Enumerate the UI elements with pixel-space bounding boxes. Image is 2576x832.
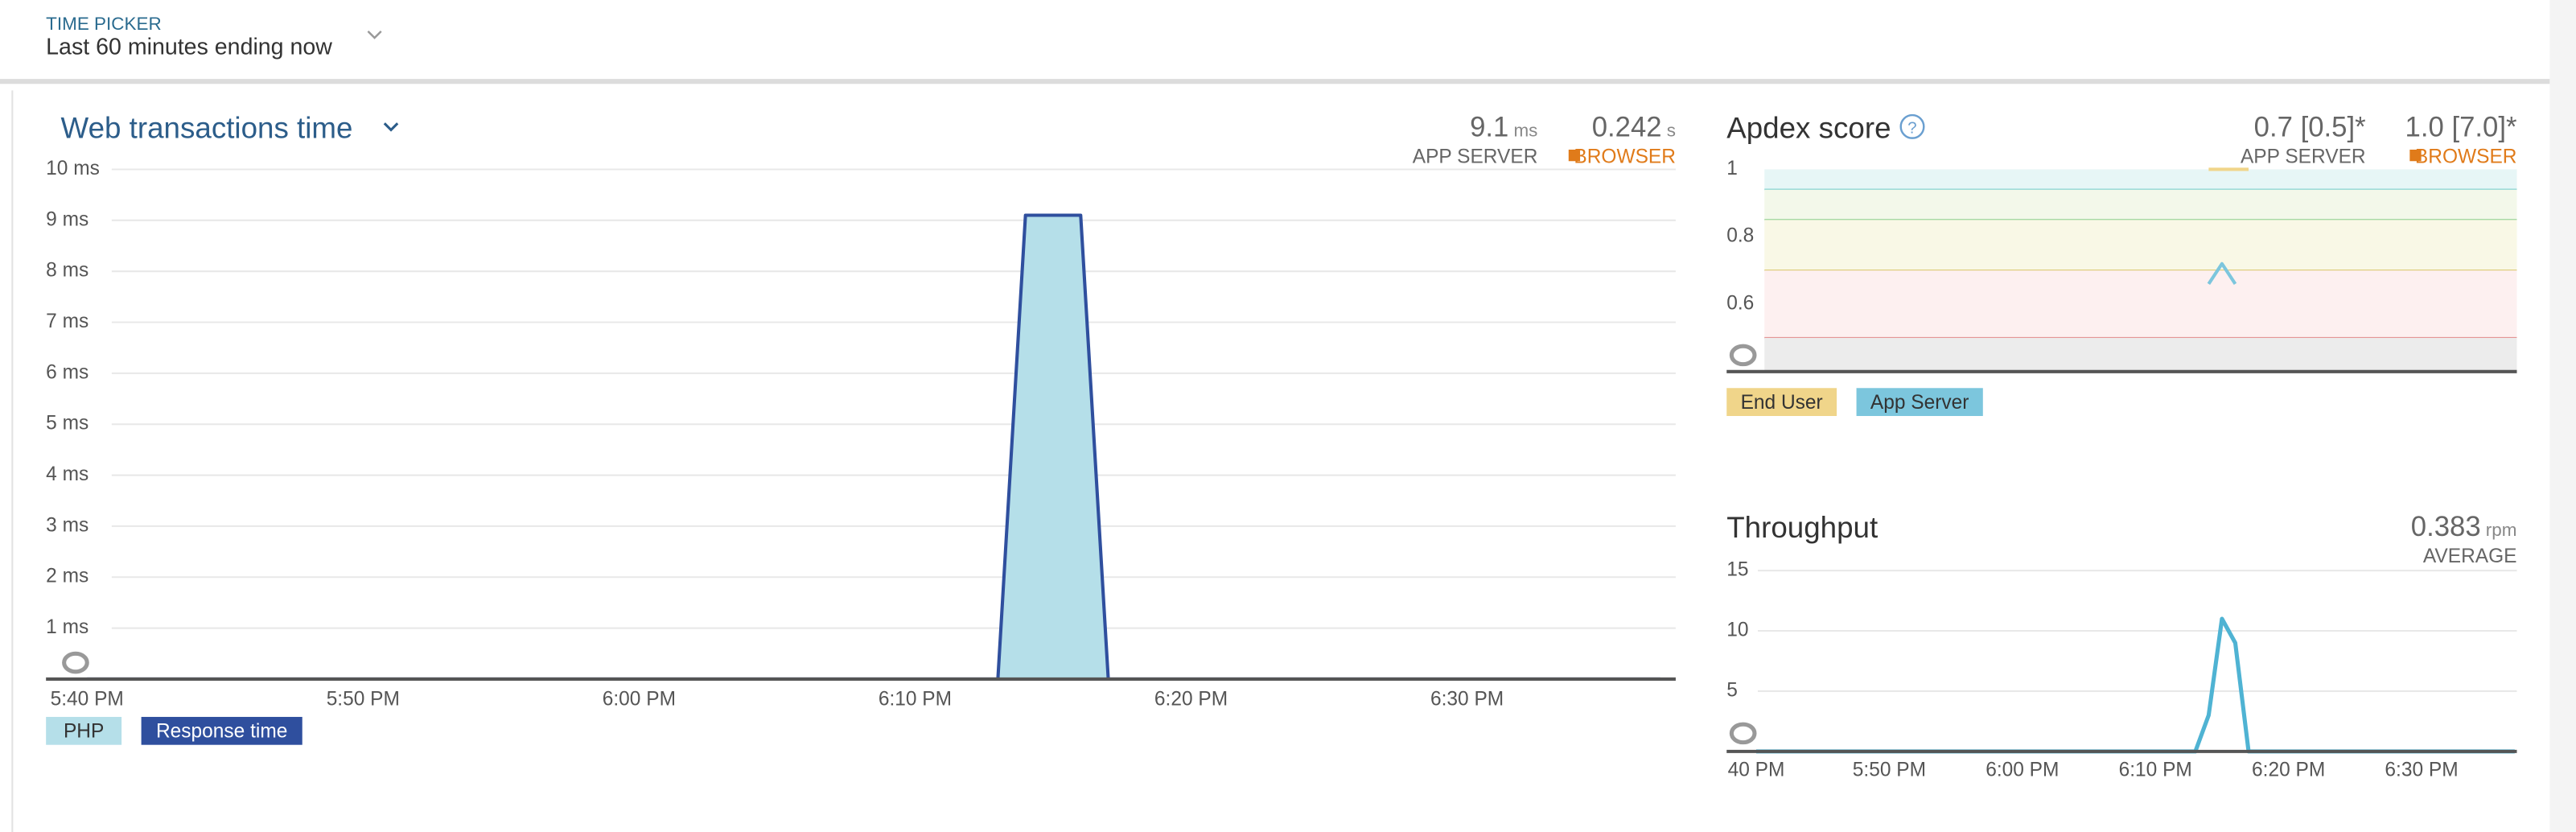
- y-tick-label: 9 ms: [46, 208, 88, 230]
- x-tick-label: 6:30 PM: [1430, 689, 1504, 710]
- summary-unit: ms: [1513, 121, 1537, 141]
- apdex-band: [1764, 189, 2517, 220]
- y-tick-label: 8 ms: [46, 260, 88, 282]
- summary-number: 0.383: [2411, 512, 2481, 542]
- summary-swatch: [2409, 149, 2422, 162]
- legend-label[interactable]: App Server: [1870, 392, 1969, 414]
- y-tick-label: 4 ms: [46, 463, 88, 485]
- time-picker-label: TIME PICKER: [46, 14, 162, 34]
- right-strip: [2549, 0, 2576, 832]
- legend-swatch[interactable]: [46, 716, 122, 745]
- apdex-band: [1764, 169, 2517, 190]
- legend-swatch[interactable]: [141, 716, 302, 745]
- x-tick-label: 6:00 PM: [1985, 760, 2059, 781]
- summary-value: 9.1 ms: [1470, 113, 1537, 143]
- y-tick-label: 15: [1726, 559, 1748, 581]
- summary-swatch: [1568, 149, 1581, 162]
- summary-number: 0.7 [0.5]*: [2254, 113, 2366, 143]
- toggle-icon[interactable]: [1729, 344, 1757, 367]
- x-tick-label: 6:10 PM: [879, 689, 952, 710]
- line: [2207, 262, 2237, 286]
- y-tick-label: 6 ms: [46, 361, 88, 383]
- y-tick-label: 10: [1726, 619, 1748, 640]
- chart-title: Throughput: [1726, 511, 1878, 544]
- y-tick-label: 2 ms: [46, 566, 88, 587]
- y-tick-label: 0.8: [1726, 225, 1754, 247]
- legend-swatch[interactable]: [1726, 388, 1837, 416]
- y-tick-label: 0.6: [1726, 293, 1754, 315]
- x-tick-label: 5:50 PM: [1853, 760, 1926, 781]
- summary-unit: rpm: [2486, 520, 2517, 540]
- help-icon[interactable]: [1899, 113, 1925, 139]
- time-picker-value[interactable]: Last 60 minutes ending now: [46, 34, 332, 60]
- summary-label: APP SERVER: [1413, 146, 1538, 167]
- y-tick-label: 1: [1726, 158, 1738, 179]
- legend-label[interactable]: PHP: [64, 720, 104, 742]
- help-icon-glyph[interactable]: ?: [1907, 120, 1916, 138]
- chart-title: Web transactions time: [61, 112, 353, 145]
- summary-label: BROWSER: [1574, 146, 1676, 167]
- toggle-icon[interactable]: [1729, 722, 1757, 745]
- x-tick-label: 5:50 PM: [327, 689, 400, 710]
- toggle-icon[interactable]: [62, 651, 89, 674]
- x-tick-label: 6:10 PM: [2119, 760, 2192, 781]
- summary-unit: s: [1667, 121, 1676, 141]
- time-picker-chevron[interactable]: [367, 30, 382, 39]
- apdex-band: [1764, 220, 2517, 271]
- summary-value: 0.7 [0.5]*: [2254, 113, 2366, 143]
- summary-number: 0.242: [1592, 113, 1662, 143]
- summary-value: 0.242 s: [1592, 113, 1676, 143]
- summary-number: 1.0 [7.0]*: [2405, 113, 2517, 143]
- legend-label[interactable]: Response time: [156, 720, 287, 742]
- chart-title: Apdex score: [1726, 112, 1891, 145]
- summary-label: AVERAGE: [2423, 546, 2517, 567]
- y-tick-label: 1 ms: [46, 616, 88, 638]
- x-tick-label: 6:30 PM: [2385, 760, 2458, 781]
- summary-number: 9.1: [1470, 113, 1508, 143]
- summary-value: 0.383 rpm: [2411, 512, 2517, 542]
- y-tick-label: 10 ms: [46, 158, 100, 179]
- x-tick-label: 5:40 PM: [51, 689, 124, 710]
- summary-value: 1.0 [7.0]*: [2405, 113, 2517, 143]
- summary-label: BROWSER: [2415, 146, 2517, 167]
- y-tick-label: 5 ms: [46, 413, 88, 435]
- x-tick-label: 6:20 PM: [1154, 689, 1228, 710]
- title-chevron[interactable]: [383, 122, 399, 132]
- x-tick-label: 6:00 PM: [603, 689, 676, 710]
- y-tick-label: 5: [1726, 679, 1738, 701]
- legend-label[interactable]: End User: [1741, 392, 1823, 414]
- y-tick-label: 3 ms: [46, 514, 88, 536]
- y-tick-label: 7 ms: [46, 311, 88, 332]
- apdex-band: [1764, 270, 2517, 338]
- x-tick-label: 40 PM: [1728, 760, 1785, 781]
- summary-label: APP SERVER: [2241, 146, 2366, 167]
- legend-swatch[interactable]: [1856, 388, 1983, 416]
- x-tick-label: 6:20 PM: [2252, 760, 2325, 781]
- apdex-band: [1764, 337, 2517, 372]
